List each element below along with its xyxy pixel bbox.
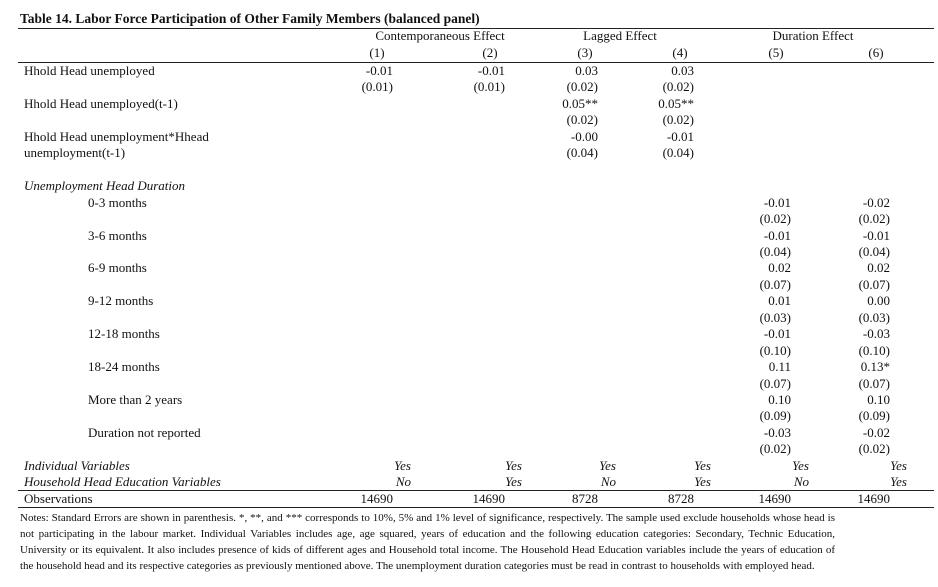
cell: 0.02 [768, 260, 791, 276]
cell: (0.01) [473, 79, 505, 95]
cell: 14690 [472, 490, 506, 506]
cell: -0.01 [763, 227, 791, 243]
cell: 0.03 [671, 63, 694, 78]
cell: (0.04) [662, 145, 694, 161]
cell: (0.02) [566, 112, 598, 128]
cell: 0.03 [575, 63, 598, 78]
row-label: More than 2 years [88, 392, 183, 407]
cell: (0.04) [566, 145, 598, 161]
column-header: (1) [369, 45, 385, 60]
row-label: Hhold Head unemployment*Hhead [24, 128, 209, 144]
row-label: Individual Variables [24, 457, 130, 473]
cell: (0.03) [858, 309, 890, 325]
cell: -0.01 [666, 128, 694, 144]
cell: Yes [394, 457, 411, 473]
notes: Notes: Standard Errors are shown in pare… [20, 512, 835, 572]
cell: Yes [890, 474, 907, 490]
cell: -0.01 [477, 63, 505, 78]
cell: 0.10 [867, 392, 890, 407]
cell: 0.11 [768, 359, 791, 375]
column-header: (5) [768, 45, 784, 60]
cell: (0.02) [662, 112, 694, 128]
cell: (0.10) [858, 342, 890, 358]
cell: Yes [599, 457, 616, 473]
cell: (0.07) [759, 375, 791, 391]
cell: (0.02) [566, 79, 598, 95]
cell: (0.02) [662, 79, 694, 95]
cell: -0.00 [570, 128, 598, 144]
cell: Yes [694, 474, 711, 490]
row-label: 3-6 months [88, 227, 147, 243]
cell: (0.02) [858, 441, 890, 457]
cell: (0.09) [759, 408, 791, 424]
cell: Yes [505, 474, 522, 490]
rule [18, 62, 934, 63]
cell: (0.02) [858, 211, 890, 227]
cell: Yes [890, 457, 907, 473]
row-label: 9-12 months [88, 293, 154, 309]
cell: Yes [694, 457, 711, 473]
cell: 14690 [857, 490, 891, 506]
cell: -0.01 [862, 227, 890, 243]
cell: 8728 [572, 490, 598, 506]
table-title: Table 14. Labor Force Participation of O… [20, 11, 480, 26]
row-label: 0-3 months [88, 194, 147, 210]
cell: -0.01 [763, 326, 791, 342]
cell: (0.01) [361, 79, 393, 95]
cell: (0.07) [858, 276, 890, 292]
cell: No [793, 474, 809, 490]
cell: (0.03) [759, 309, 791, 325]
row-label: 18-24 months [88, 359, 160, 375]
cell: 14690 [758, 490, 792, 506]
cell: -0.03 [862, 326, 890, 342]
cell: (0.02) [759, 211, 791, 227]
row-label: Observations [24, 490, 93, 506]
cell: (0.10) [759, 342, 791, 358]
cell: 14690 [360, 490, 394, 506]
cell: (0.07) [858, 375, 890, 391]
column-header: (3) [577, 45, 593, 60]
cell: 0.10 [768, 392, 791, 407]
cell: 0.13* [860, 359, 890, 375]
rule [18, 28, 934, 29]
cell: Yes [505, 457, 522, 473]
cell: 0.02 [867, 260, 890, 276]
rule [18, 490, 934, 491]
cell: 0.05** [562, 95, 598, 111]
column-header: (4) [672, 45, 688, 60]
row-label: Household Head Education Variables [24, 474, 221, 490]
cell: (0.02) [759, 441, 791, 457]
column-header: (6) [868, 45, 884, 60]
cell: -0.02 [862, 194, 890, 210]
row-label: unemployment(t-1) [24, 145, 126, 161]
cell: 0.01 [768, 293, 791, 309]
column-group: Contemporaneous Effect [375, 28, 505, 43]
row-label: 6-9 months [88, 260, 147, 276]
row-label: Hhold Head unemployed [24, 63, 155, 78]
column-group: Duration Effect [772, 28, 854, 43]
row-label: Duration not reported [88, 424, 201, 440]
cell: No [395, 474, 411, 490]
row-label: Hhold Head unemployed(t-1) [24, 95, 178, 111]
column-group: Lagged Effect [583, 28, 657, 43]
cell: Yes [792, 457, 809, 473]
rule [18, 507, 934, 508]
cell: -0.01 [365, 63, 393, 78]
cell: (0.04) [858, 243, 890, 259]
cell: 0.05** [658, 95, 694, 111]
section-title: Unemployment Head Duration [24, 178, 186, 194]
cell: 8728 [668, 490, 694, 506]
cell: (0.04) [759, 243, 791, 259]
cell: -0.01 [763, 194, 791, 210]
cell: -0.02 [862, 424, 890, 440]
cell: (0.07) [759, 276, 791, 292]
cell: (0.09) [858, 408, 890, 424]
column-header: (2) [482, 45, 498, 60]
cell: No [600, 474, 616, 490]
cell: -0.03 [763, 424, 791, 440]
row-label: 12-18 months [88, 326, 160, 342]
cell: 0.00 [867, 293, 890, 309]
